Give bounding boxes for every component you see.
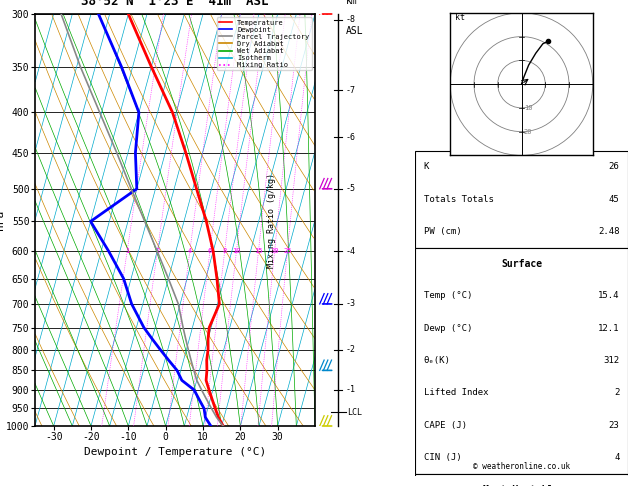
Text: Mixing Ratio (g/kg): Mixing Ratio (g/kg) [267,173,276,267]
Text: 1: 1 [125,248,129,254]
Text: 8: 8 [223,248,227,254]
Text: -4: -4 [345,247,355,256]
Text: -6: -6 [345,133,355,142]
Text: -8: -8 [345,15,355,24]
Text: 2: 2 [614,388,620,398]
Text: 38°52'N  1°23'E  41m  ASL: 38°52'N 1°23'E 41m ASL [81,0,269,8]
Text: 4: 4 [187,248,192,254]
Text: 4: 4 [614,453,620,462]
Bar [415,474,628,486]
Text: 12.1: 12.1 [598,324,620,333]
Text: 25: 25 [283,248,292,254]
Text: PW (cm): PW (cm) [423,227,461,236]
Text: 26: 26 [609,162,620,171]
Bar [415,151,628,247]
Text: km: km [345,0,357,6]
Text: Totals Totals: Totals Totals [423,194,493,204]
Text: -2: -2 [345,345,355,354]
Text: -1: -1 [345,385,355,395]
Text: kt: kt [455,13,465,22]
Text: -5: -5 [345,184,355,193]
Text: 6: 6 [208,248,212,254]
Text: ASL: ASL [345,26,363,36]
Text: Most Unstable: Most Unstable [483,485,560,486]
Text: -7: -7 [345,86,355,95]
Text: -3: -3 [345,299,355,309]
Text: 10: 10 [232,248,241,254]
Text: Lifted Index: Lifted Index [423,388,488,398]
Text: Surface: Surface [501,259,542,269]
Text: 2.48: 2.48 [598,227,620,236]
Text: Temp (°C): Temp (°C) [423,292,472,300]
Text: 20: 20 [524,129,532,135]
Bar [415,247,628,474]
X-axis label: Dewpoint / Temperature (°C): Dewpoint / Temperature (°C) [84,447,266,457]
Text: 23: 23 [609,421,620,430]
Text: CAPE (J): CAPE (J) [423,421,467,430]
Text: 312: 312 [603,356,620,365]
Text: K: K [423,162,429,171]
Text: 10: 10 [524,105,532,111]
Text: 15.4: 15.4 [598,292,620,300]
Text: 20: 20 [270,248,279,254]
Text: © weatheronline.co.uk: © weatheronline.co.uk [473,462,570,471]
Text: CIN (J): CIN (J) [423,453,461,462]
Text: 2: 2 [155,248,160,254]
Text: 45: 45 [609,194,620,204]
Text: Dewp (°C): Dewp (°C) [423,324,472,333]
Text: LCL: LCL [347,408,362,417]
Legend: Temperature, Dewpoint, Parcel Trajectory, Dry Adiabat, Wet Adiabat, Isotherm, Mi: Temperature, Dewpoint, Parcel Trajectory… [217,17,311,70]
Y-axis label: hPa: hPa [0,210,4,230]
Text: θₑ(K): θₑ(K) [423,356,450,365]
Text: 15: 15 [254,248,263,254]
